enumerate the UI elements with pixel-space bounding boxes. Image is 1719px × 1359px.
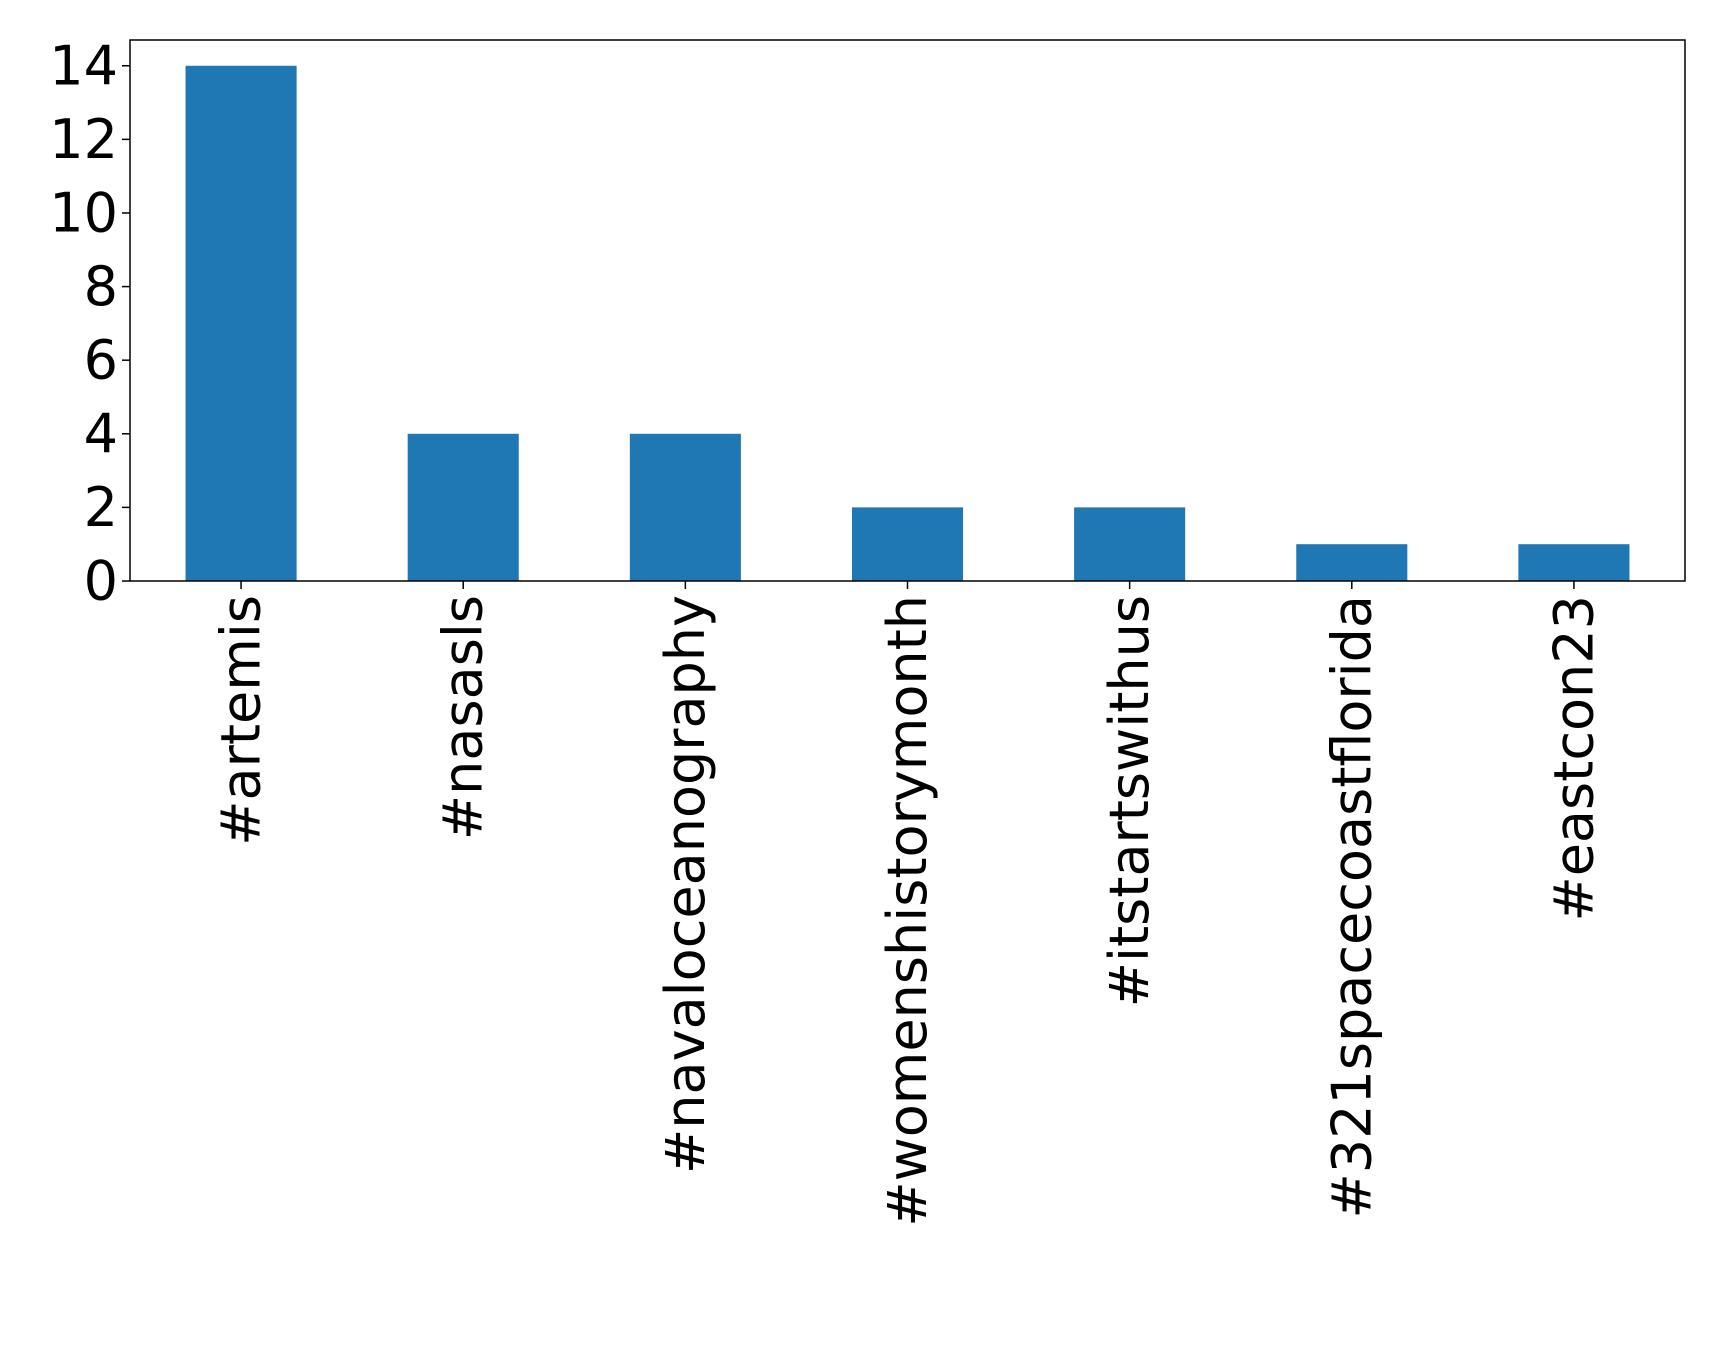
x-axis: #artemis #nasasls #navaloceanography #women… — [210, 581, 1605, 1227]
bar-321spacecoastflorida — [1296, 544, 1408, 581]
bars-group — [185, 65, 1630, 581]
y-tick-label: 10 — [49, 181, 118, 244]
x-tick-label: #321spacecoastflorida — [1320, 595, 1383, 1218]
y-tick-label: 14 — [49, 34, 118, 97]
bar-navaloceanography — [629, 433, 741, 581]
bar-eastcon23 — [1518, 544, 1630, 581]
y-tick-label: 2 — [84, 476, 118, 539]
x-tick-label: #nasasls — [432, 595, 495, 840]
x-tick-label: #womenshistorymonth — [876, 595, 939, 1227]
x-tick-label: #artemis — [210, 595, 273, 846]
y-tick-label: 0 — [84, 550, 118, 613]
plot-frame — [129, 39, 1686, 582]
bar-artemis — [185, 65, 297, 581]
bar-itstartswithus — [1074, 507, 1186, 581]
bar-nasasls — [407, 433, 519, 581]
y-tick-label: 4 — [84, 402, 118, 465]
y-tick-label: 8 — [84, 255, 118, 318]
y-tick-label: 6 — [84, 329, 118, 392]
x-tick-label: #itstartswithus — [1098, 595, 1161, 1007]
x-tick-label: #eastcon23 — [1542, 595, 1605, 922]
y-tick-label: 12 — [49, 108, 118, 171]
bar-womenshistorymonth — [851, 507, 964, 581]
x-tick-label: #navaloceanography — [654, 595, 717, 1174]
y-axis: 0 2 4 6 8 10 12 14 — [49, 34, 130, 613]
